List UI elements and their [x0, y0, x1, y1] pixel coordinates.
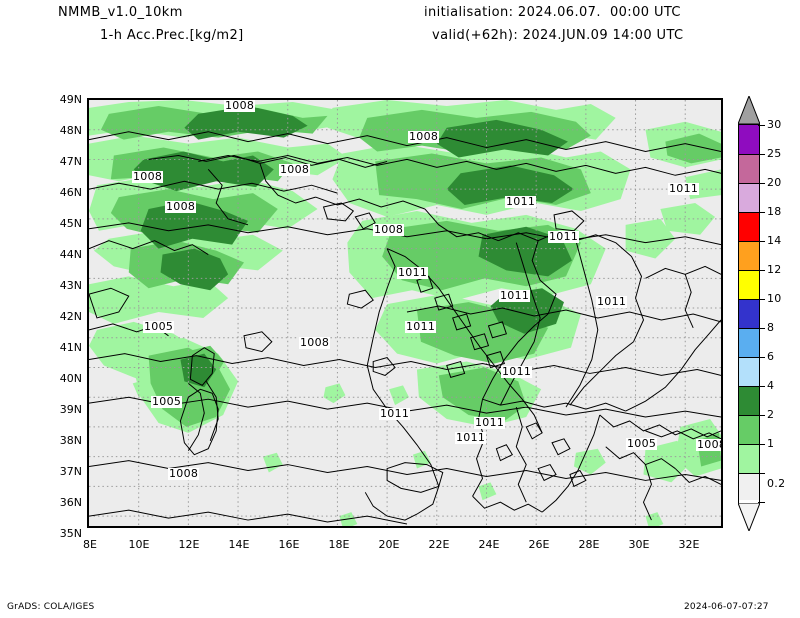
contour-label: 1008 — [696, 439, 721, 451]
field-title: 1-h Acc.Prec.[kg/m2] — [100, 28, 244, 43]
xtick-label-10E: 10E — [128, 538, 150, 551]
ytick-label-47N: 47N — [59, 155, 82, 168]
colorbar-label-4: 4 — [767, 379, 775, 392]
colorbar-label-18: 18 — [767, 205, 782, 218]
ytick-label-48N: 48N — [59, 124, 82, 137]
colorbar-band-10-12 — [739, 299, 759, 328]
colorbar-band-1-2 — [739, 444, 759, 473]
colorbar-label-30: 30 — [767, 118, 782, 131]
colorbar-label-8: 8 — [767, 321, 775, 334]
colorbar-label-12: 12 — [767, 263, 782, 276]
contour-label: 1005 — [626, 437, 658, 450]
xtick-label-22E: 22E — [428, 538, 450, 551]
xtick-label-26E: 26E — [528, 538, 550, 551]
colorbar[interactable] — [738, 124, 760, 504]
xtick-label-24E: 24E — [478, 538, 500, 551]
initialisation-time: initialisation: 2024.06.07. 00:00 UTC — [424, 5, 681, 20]
grads-credit: GrADS: COLA/IGES — [7, 602, 95, 612]
ytick-label-46N: 46N — [59, 186, 82, 199]
colorbar-label-0.2: 0.2 — [767, 477, 786, 490]
xtick-label-28E: 28E — [578, 538, 600, 551]
colorbar-label-1: 1 — [767, 437, 775, 450]
ytick-label-44N: 44N — [59, 248, 82, 261]
colorbar-band-18-20 — [739, 212, 759, 241]
colorbar-label-20: 20 — [767, 176, 782, 189]
contour-label: 1005 — [143, 320, 175, 333]
map-plot-area[interactable]: 1008 1008 1008 1008 1011 1008 1011 1008 … — [87, 98, 723, 528]
contour-label: 1005 — [151, 395, 183, 408]
xtick-label-20E: 20E — [378, 538, 400, 551]
coastlines — [89, 154, 721, 521]
contour-label: 1008 — [165, 200, 197, 213]
contour-label: 1011 — [379, 407, 411, 420]
contour-label: 1008 — [279, 163, 311, 176]
ytick-label-42N: 42N — [59, 310, 82, 323]
contour-label: 1011 — [474, 416, 506, 429]
contour-label: 1011 — [397, 266, 429, 279]
colorbar-band-30plus — [739, 125, 759, 154]
ytick-label-36N: 36N — [59, 496, 82, 509]
valid-time: valid(+62h): 2024.JUN.09 14:00 UTC — [432, 28, 684, 43]
ytick-label-39N: 39N — [59, 403, 82, 416]
colorbar-label-2: 2 — [767, 408, 775, 421]
colorbar-band-0.2-1 — [739, 473, 759, 500]
ytick-label-35N: 35N — [59, 527, 82, 540]
xtick-label-8E: 8E — [83, 538, 97, 551]
precip-shading — [89, 100, 721, 526]
xtick-label-32E: 32E — [678, 538, 700, 551]
colorbar-cap-bottom — [738, 503, 760, 531]
model-title: NMMB_v1.0_10km — [58, 5, 183, 20]
colorbar-band-6-8 — [739, 357, 759, 386]
colorbar-band-2-4 — [739, 415, 759, 444]
colorbar-label-25: 25 — [767, 147, 782, 160]
xtick-label-30E: 30E — [628, 538, 650, 551]
contour-label: 1008 — [224, 99, 256, 112]
contour-label: 1008 — [408, 130, 440, 143]
generated-time: 2024-06-07-07:27 — [684, 602, 769, 612]
contour-label: 1011 — [596, 295, 628, 308]
ytick-label-43N: 43N — [59, 279, 82, 292]
colorbar-label-14: 14 — [767, 234, 782, 247]
ytick-label-38N: 38N — [59, 434, 82, 447]
xtick-label-14E: 14E — [228, 538, 250, 551]
colorbar-band-14-18 — [739, 241, 759, 270]
colorbar-label-6: 6 — [767, 350, 775, 363]
contour-label: 1011 — [548, 230, 580, 243]
colorbar-cap-top — [738, 96, 760, 124]
colorbar-band-8-10 — [739, 328, 759, 357]
ytick-label-49N: 49N — [59, 93, 82, 106]
ytick-label-40N: 40N — [59, 372, 82, 385]
contour-label: 1008 — [299, 336, 331, 349]
ytick-label-37N: 37N — [59, 465, 82, 478]
colorbar-band-12-14 — [739, 270, 759, 299]
colorbar-band-25-30 — [739, 154, 759, 183]
contour-label: 1011 — [501, 365, 533, 378]
contour-label: 1011 — [499, 289, 531, 302]
contour-label: 1008 — [168, 467, 200, 480]
map-canvas — [89, 100, 721, 526]
ytick-label-41N: 41N — [59, 341, 82, 354]
contour-label: 1011 — [668, 182, 700, 195]
colorbar-label-10: 10 — [767, 292, 782, 305]
ytick-label-45N: 45N — [59, 217, 82, 230]
xtick-label-18E: 18E — [328, 538, 350, 551]
colorbar-band-4-6 — [739, 386, 759, 415]
contour-label: 1008 — [132, 170, 164, 183]
xtick-label-16E: 16E — [278, 538, 300, 551]
colorbar-band-20-25 — [739, 183, 759, 212]
contour-label: 1011 — [405, 320, 437, 333]
contour-label: 1011 — [455, 431, 487, 444]
xtick-label-12E: 12E — [178, 538, 200, 551]
contour-label: 1008 — [373, 223, 405, 236]
contour-label: 1011 — [505, 195, 537, 208]
